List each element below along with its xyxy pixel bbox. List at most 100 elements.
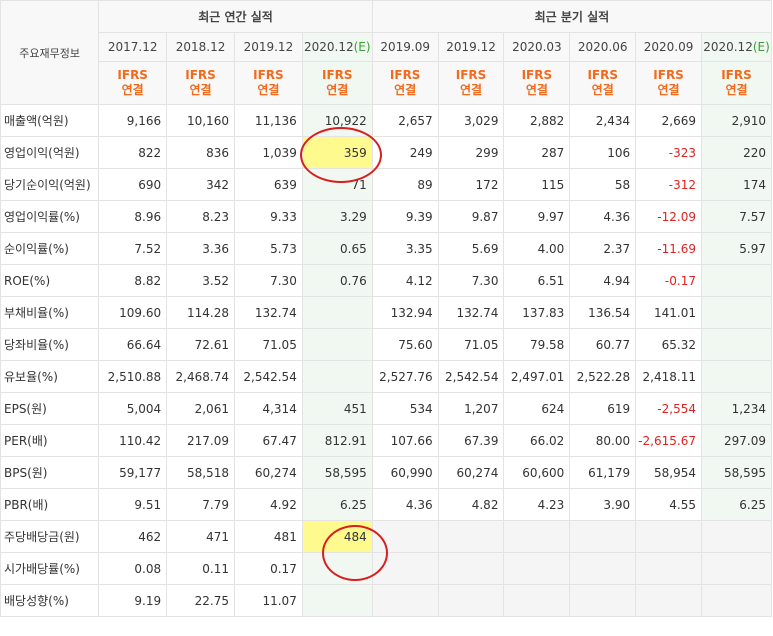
annual-group-header: 최근 연간 실적 (98, 0, 373, 33)
table-cell: 481 (233, 520, 303, 553)
table-cell (635, 584, 702, 617)
table-cell (700, 328, 773, 361)
table-cell (437, 552, 505, 585)
table-cell: 822 (98, 136, 168, 169)
table-cell: 106 (569, 136, 637, 169)
table-cell: 836 (166, 136, 235, 169)
period-label: 2018.12 (175, 40, 226, 54)
consolidated-label: 연결 (657, 83, 680, 97)
period-label: 2019.09 (380, 40, 430, 54)
table-cell: -2,615.67 (635, 424, 702, 457)
table-cell: 3.35 (371, 232, 439, 265)
table-cell: 7.57 (700, 200, 773, 233)
table-row: EPS(원) 5,004 2,061 4,314 451 534 1,207 624 619 -2… (0, 392, 773, 425)
table-cell: 1,234 (700, 392, 773, 425)
row-label: 유보율(%) (0, 360, 100, 393)
row-label: EPS(원) (0, 392, 100, 425)
table-cell: 2,542.54 (437, 360, 505, 393)
period-header: 2017.12 (98, 32, 168, 62)
table-cell: 220 (700, 136, 773, 169)
table-cell: 2,434 (569, 104, 637, 137)
table-cell: 9.33 (233, 200, 303, 233)
table-cell: 2,497.01 (503, 360, 571, 393)
table-cell: 639 (233, 168, 303, 201)
table-cell (503, 552, 571, 585)
table-cell: 7.30 (437, 264, 505, 297)
ifrs-label: IFRS (455, 68, 487, 82)
table-cell: 60.77 (569, 328, 637, 361)
ifrs-header: IFRS 연결 (569, 61, 637, 105)
table-cell (301, 552, 373, 585)
table-cell: 0.11 (166, 552, 235, 585)
table-cell: 137.83 (503, 296, 571, 329)
table-cell: 5.69 (437, 232, 505, 265)
table-cell: 66.64 (98, 328, 168, 361)
table-cell: 2,061 (166, 392, 235, 425)
row-label: ROE(%) (0, 264, 100, 297)
table-cell: 5.73 (233, 232, 303, 265)
period-label: 2020.03 (512, 40, 562, 54)
table-cell (503, 520, 571, 553)
period-label: 2020.12 (703, 40, 753, 54)
table-cell: 462 (98, 520, 168, 553)
table-cell: 9.87 (437, 200, 505, 233)
row-label: BPS(원) (0, 456, 100, 489)
table-cell: 6.51 (503, 264, 571, 297)
row-label: 부채비율(%) (0, 296, 100, 329)
row-label: 영업이익률(%) (0, 200, 100, 233)
table-cell (700, 584, 773, 617)
table-cell: 8.82 (98, 264, 168, 297)
table-cell: 2,657 (371, 104, 439, 137)
table-cell: 72.61 (166, 328, 235, 361)
table-row: 매출액(억원) 9,166 10,160 11,136 10,922 2,657 3,029… (0, 104, 773, 137)
table-cell: 3.90 (569, 488, 637, 521)
table-cell: 11.07 (233, 584, 303, 617)
table-cell: 359 (301, 136, 373, 169)
table-cell: 4.92 (233, 488, 303, 521)
table-cell: 67.39 (437, 424, 505, 457)
table-cell: 3,029 (437, 104, 505, 137)
table-cell (700, 296, 773, 329)
estimate-mark: (E) (752, 40, 770, 54)
table-cell (700, 264, 773, 297)
period-label: 2019.12 (446, 40, 496, 54)
ifrs-label: IFRS (117, 68, 148, 82)
table-cell (569, 552, 637, 585)
table-cell: 2,510.88 (98, 360, 168, 393)
table-cell: 8.23 (166, 200, 235, 233)
row-label-header: 주요재무정보 (0, 0, 100, 105)
table-cell: 11,136 (233, 104, 303, 137)
table-cell: 9.19 (98, 584, 168, 617)
table-cell: 80.00 (569, 424, 637, 457)
table-cell: 9.51 (98, 488, 168, 521)
row-label: 영업이익(억원) (0, 136, 100, 169)
table-cell (503, 584, 571, 617)
table-cell: 4.12 (371, 264, 439, 297)
table-cell: 141.01 (635, 296, 702, 329)
consolidated-label: 연결 (121, 83, 144, 97)
row-label: 배당성향(%) (0, 584, 100, 617)
period-header: 2019.12 (233, 32, 303, 62)
ifrs-header: IFRS 연결 (700, 61, 773, 105)
row-label: PER(배) (0, 424, 100, 457)
table-cell: 3.29 (301, 200, 373, 233)
table-cell: 132.74 (233, 296, 303, 329)
period-header: 2019.12 (437, 32, 505, 62)
quarter-group-header: 최근 분기 실적 (371, 0, 773, 33)
table-cell: 132.94 (371, 296, 439, 329)
table-cell: 0.08 (98, 552, 168, 585)
table-cell: 67.47 (233, 424, 303, 457)
table-cell: 299 (437, 136, 505, 169)
financial-table: 주요재무정보 최근 연간 실적 최근 분기 실적 2017.12 2018.12 2… (0, 0, 773, 617)
table-cell: -0.17 (635, 264, 702, 297)
table-cell: 58,518 (166, 456, 235, 489)
table-cell: 4.82 (437, 488, 505, 521)
table-row: 배당성향(%) 9.19 22.75 11.07 (0, 584, 773, 617)
ifrs-header: IFRS 연결 (437, 61, 505, 105)
consolidated-label: 연결 (257, 83, 280, 97)
table-cell: 66.02 (503, 424, 571, 457)
consolidated-label: 연결 (459, 83, 483, 97)
table-cell: 136.54 (569, 296, 637, 329)
consolidated-label: 연결 (394, 83, 417, 97)
ifrs-header: IFRS 연결 (635, 61, 702, 105)
